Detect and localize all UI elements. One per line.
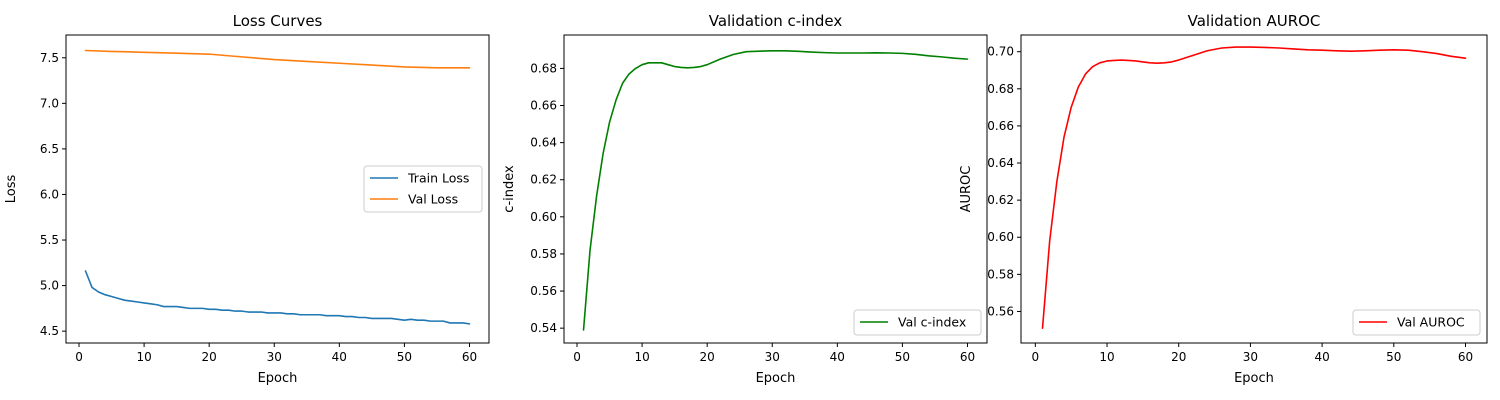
x-tick-label: 20 (202, 350, 217, 364)
y-axis-label: Loss (4, 175, 19, 204)
x-axis-label: Epoch (258, 371, 298, 386)
x-axis-label: Epoch (756, 371, 796, 386)
x-tick-label: 30 (765, 350, 780, 364)
subplot-2: 0 10 20 30 40 50 60 0.54 0.56 0.58 0.60 0.62 0.64 0.6… (502, 12, 988, 386)
y-tick-label: 0.62 (987, 193, 1014, 207)
legend-label: Train Loss (407, 171, 469, 186)
legend-label: Val AUROC (1397, 315, 1465, 330)
axes-frame (1020, 34, 1488, 344)
legend-label: Val c-index (898, 315, 966, 330)
legend-box (853, 309, 982, 336)
y-tick-label: 7.5 (40, 51, 59, 65)
legend-label: Val Loss (408, 192, 458, 207)
legend: Train Loss Val Loss (363, 165, 483, 213)
series-line-train-loss (84, 270, 471, 325)
x-tick-label: 0 (573, 350, 581, 364)
y-tick-label: 0.64 (530, 136, 557, 150)
y-tick-label: 0.68 (530, 61, 557, 75)
x-tick-label: 0 (1032, 350, 1040, 364)
chart-title: Validation c-index (709, 12, 843, 30)
x-tick-label: 50 (397, 350, 412, 364)
x-tick-label: 60 (462, 350, 477, 364)
axes-frame (563, 34, 988, 344)
x-axis-label: Epoch (1234, 371, 1274, 386)
y-tick-label: 0.64 (987, 156, 1014, 170)
y-tick-label: 0.60 (530, 210, 557, 224)
x-tick-label: 10 (136, 350, 151, 364)
y-axis-label: c-index (502, 165, 517, 213)
y-tick-label: 0.58 (987, 267, 1014, 281)
series-line-val-auroc (1041, 46, 1467, 329)
series-line-val-loss (84, 49, 471, 69)
chart-title: Loss Curves (233, 12, 323, 30)
x-tick-label: 20 (700, 350, 715, 364)
x-tick-label: 50 (895, 350, 910, 364)
x-tick-label: 40 (830, 350, 845, 364)
y-tick-label: 0.70 (987, 45, 1014, 59)
y-tick-label: 0.68 (987, 82, 1014, 96)
y-tick-label: 0.60 (987, 230, 1014, 244)
x-tick-label: 10 (634, 350, 649, 364)
axes-frame (65, 34, 490, 344)
y-axis-label: AUROC (959, 166, 974, 213)
x-tick-label: 60 (1458, 350, 1473, 364)
x-tick-label: 30 (1243, 350, 1258, 364)
x-tick-label: 50 (1386, 350, 1401, 364)
y-tick-label: 5.0 (40, 279, 59, 293)
y-tick-label: 0.66 (987, 119, 1014, 133)
y-tick-label: 5.5 (40, 233, 59, 247)
subplot-3: 0 10 20 30 40 50 60 0.56 0.58 0.60 0.62 0.64 0.66 0.6… (959, 12, 1488, 386)
series-line-val-c-index (582, 49, 969, 331)
x-tick-label: 60 (960, 350, 975, 364)
x-tick-label: 20 (1171, 350, 1186, 364)
legend: Val AUROC (1352, 309, 1481, 336)
legend: Val c-index (853, 309, 982, 336)
x-tick-label: 10 (1099, 350, 1114, 364)
y-tick-label: 0.56 (530, 284, 557, 298)
y-tick-label: 6.0 (40, 187, 59, 201)
y-tick-label: 7.0 (40, 96, 59, 110)
x-tick-label: 0 (75, 350, 83, 364)
y-tick-label: 0.66 (530, 99, 557, 113)
x-tick-label: 40 (332, 350, 347, 364)
x-tick-label: 30 (267, 350, 282, 364)
y-tick-label: 0.58 (530, 247, 557, 261)
y-tick-label: 4.5 (40, 324, 59, 338)
y-tick-label: 0.54 (530, 321, 557, 335)
subplot-1: 0 10 20 30 40 50 60 4.5 5.0 5.5 6.0 6.5 7.0 7.5 Loss C… (4, 12, 490, 386)
legend-box (1352, 309, 1481, 336)
y-tick-label: 0.56 (987, 304, 1014, 318)
y-tick-label: 0.62 (530, 173, 557, 187)
y-tick-label: 6.5 (40, 142, 59, 156)
x-tick-label: 40 (1314, 350, 1329, 364)
chart-title: Validation AUROC (1188, 12, 1321, 30)
